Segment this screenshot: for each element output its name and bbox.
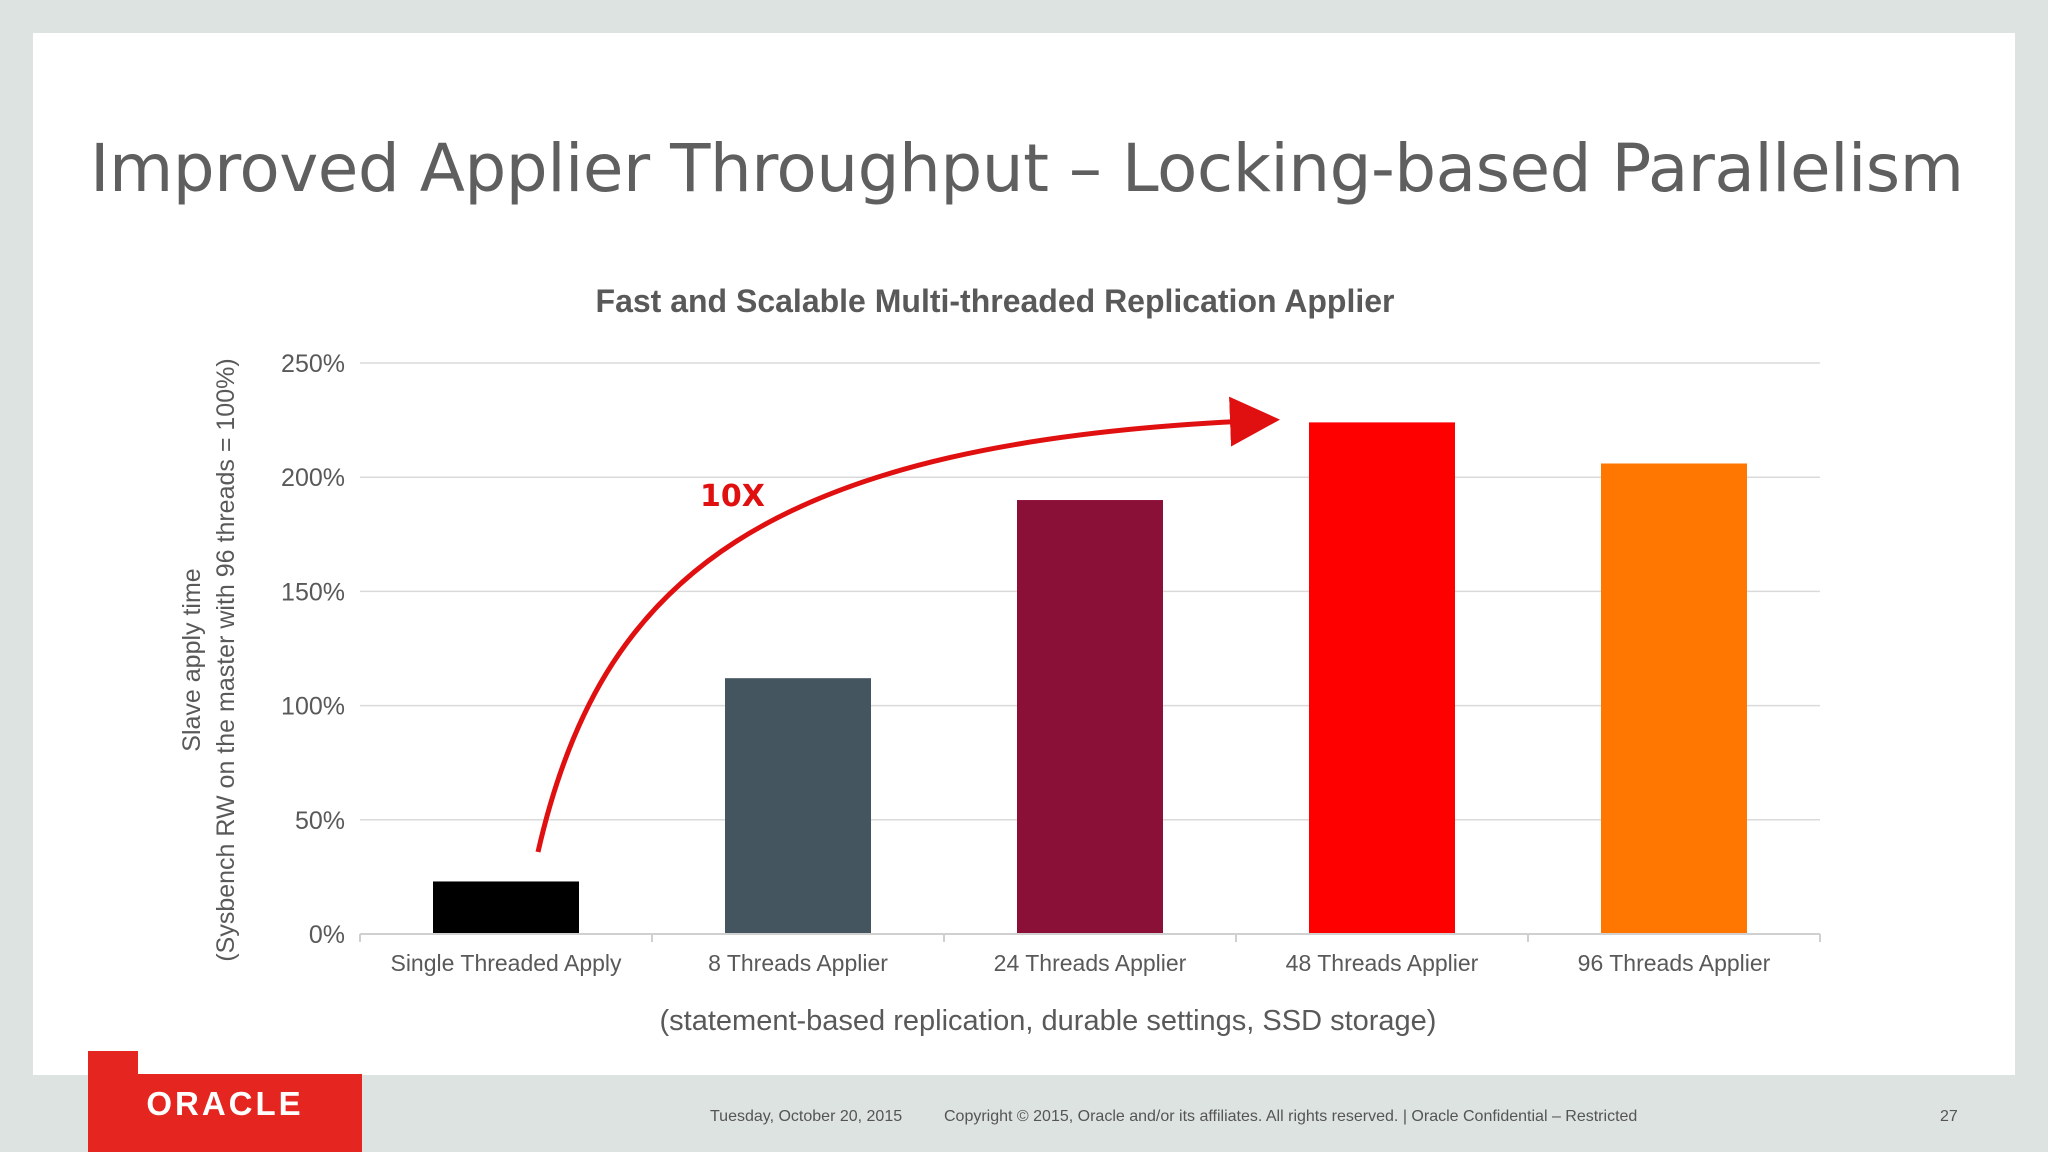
x-axis-title: (statement-based replication, durable se… (660, 1005, 1437, 1037)
y-axis-title: Slave apply time (Sysbench RW on the mas… (178, 358, 240, 961)
y-tick-label: 150% (281, 578, 345, 606)
oracle-logo-text: ORACLE (146, 1085, 304, 1122)
annotation-label: 10X (700, 479, 765, 514)
x-tick-label: Single Threaded Apply (390, 950, 622, 976)
y-axis-title-line-1: Slave apply time (178, 568, 206, 751)
growth-arrow (535, 396, 1280, 853)
x-tick-label: 8 Threads Applier (708, 950, 888, 976)
x-tick-label: 48 Threads Applier (1286, 950, 1479, 976)
x-tick-label: 24 Threads Applier (994, 950, 1187, 976)
bar-5 (1601, 463, 1747, 934)
y-tick-label: 250% (281, 350, 345, 378)
bar-1 (433, 881, 579, 934)
bar-3 (1017, 500, 1163, 934)
chart-title: Fast and Scalable Multi-threaded Replica… (596, 283, 1395, 319)
y-tick-label: 200% (281, 464, 345, 492)
footer-date: Tuesday, October 20, 2015 (710, 1108, 903, 1125)
x-tick-label: 96 Threads Applier (1578, 950, 1771, 976)
y-tick-label: 50% (295, 807, 345, 835)
y-tick-label: 0% (309, 921, 345, 949)
oracle-logo: ORACLE (88, 1074, 362, 1152)
slide-title: Improved Applier Throughput – Locking-ba… (90, 130, 1964, 207)
bar-4 (1309, 422, 1455, 934)
footer-page-number: 27 (1940, 1108, 1958, 1125)
footer-copyright: Copyright © 2015, Oracle and/or its affi… (944, 1108, 1638, 1125)
y-axis-title-line-2: (Sysbench RW on the master with 96 threa… (212, 358, 240, 961)
bar-2 (725, 678, 871, 934)
y-tick-label: 100% (281, 693, 345, 721)
